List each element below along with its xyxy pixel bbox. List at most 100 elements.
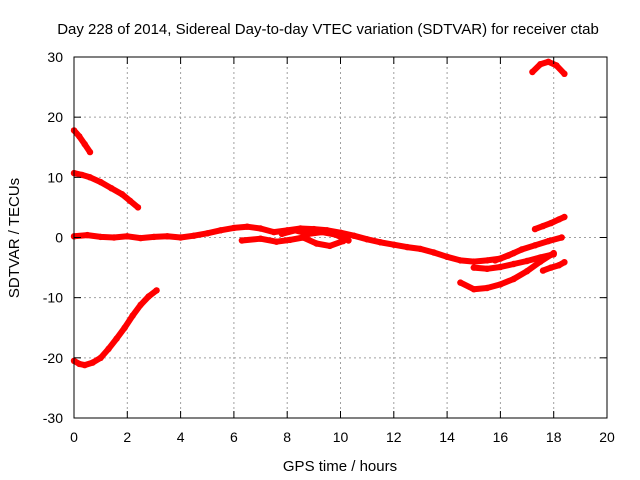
y-tick-label: 0 [55, 230, 63, 246]
x-tick-label: 16 [493, 429, 509, 445]
data-point [81, 361, 88, 369]
data-point [505, 252, 512, 259]
data-point [204, 230, 211, 237]
data-point [238, 237, 246, 244]
data-point [177, 234, 184, 241]
data-point [539, 222, 547, 230]
data-point [190, 232, 198, 239]
x-tick-label: 4 [177, 429, 185, 445]
data-point [257, 225, 264, 232]
data-point [545, 58, 552, 65]
x-tick-label: 18 [546, 429, 562, 445]
x-tick-label: 2 [123, 429, 131, 445]
y-tick-label: 20 [47, 109, 63, 125]
data-point [539, 267, 547, 274]
data-point [126, 197, 134, 204]
data-point [129, 312, 136, 319]
data-point [244, 223, 251, 230]
series-track-11 [539, 259, 568, 274]
series-track-8 [470, 251, 557, 272]
data-point [270, 228, 278, 236]
data-point [76, 133, 83, 140]
data-point [97, 354, 104, 361]
data-point [81, 141, 88, 148]
data-point [550, 251, 557, 258]
data-point [137, 234, 144, 242]
data-point [332, 231, 339, 238]
data-point [145, 293, 152, 300]
data-point [377, 239, 384, 246]
data-point [273, 238, 280, 245]
y-tick-label: 10 [47, 169, 63, 185]
data-point [278, 230, 286, 238]
data-point [510, 275, 517, 283]
data-point [150, 233, 158, 241]
data-point [364, 236, 371, 243]
x-tick-labels: 0 2 4 6 8 10 12 14 16 18 20 [70, 429, 615, 445]
series-track-10 [531, 213, 568, 233]
data-point [523, 257, 531, 265]
data-point [257, 235, 264, 242]
data-point [134, 204, 142, 211]
data-point [483, 265, 491, 272]
data-point [113, 335, 120, 342]
data-point [164, 233, 171, 240]
data-point [497, 263, 504, 271]
data-point [230, 224, 238, 232]
data-point [105, 345, 112, 352]
data-point [86, 174, 94, 181]
data-point [78, 171, 86, 179]
series-track-9 [491, 234, 565, 264]
data-point [553, 62, 560, 69]
data-point [518, 246, 525, 253]
data-point [121, 324, 128, 331]
data-point [443, 253, 451, 260]
axis-ticks [73, 56, 608, 419]
data-point [510, 260, 517, 268]
data-point [561, 213, 568, 221]
data-point [470, 264, 477, 271]
x-axis-label: GPS time / hours [283, 458, 397, 475]
data-point [545, 237, 552, 245]
series-track [71, 127, 93, 156]
chart-title: Day 228 of 2014, Sidereal Day-to-day VTE… [57, 21, 599, 38]
series-track-3 [70, 287, 160, 369]
data-point [89, 359, 96, 366]
series-track-2 [70, 169, 142, 211]
data-point [483, 257, 491, 264]
data-point [457, 279, 464, 286]
y-tick-label: -20 [43, 350, 63, 366]
x-tick-label: 14 [439, 429, 455, 445]
data-point [110, 234, 118, 241]
data-point [86, 148, 94, 156]
data-point [531, 225, 539, 233]
data-point [108, 185, 115, 192]
data-point [531, 242, 539, 249]
data-point [470, 258, 477, 265]
data-point [345, 237, 352, 244]
series-track-1 [70, 127, 94, 156]
y-tick-label: 30 [47, 49, 63, 65]
data-point [555, 216, 563, 223]
data-point [537, 60, 544, 68]
data-point [84, 231, 91, 239]
data-point [97, 233, 104, 241]
data-point [558, 234, 565, 241]
data-point [547, 264, 555, 271]
series-track-12 [529, 58, 568, 78]
data-point [483, 284, 491, 292]
data-point [491, 257, 499, 264]
data-point [137, 301, 144, 309]
y-tick-label: -30 [43, 410, 63, 426]
data-point [561, 259, 568, 266]
data-point [457, 257, 464, 264]
data-point [313, 240, 320, 247]
x-tick-label: 8 [283, 429, 291, 445]
y-tick-label: -10 [43, 290, 63, 306]
y-tick-labels: -30 -20 -10 0 10 20 30 [43, 49, 63, 426]
data-point [555, 262, 563, 269]
x-tick-label: 20 [599, 429, 615, 445]
series-track [71, 287, 160, 369]
data-point [350, 232, 357, 239]
data-series [70, 58, 568, 369]
